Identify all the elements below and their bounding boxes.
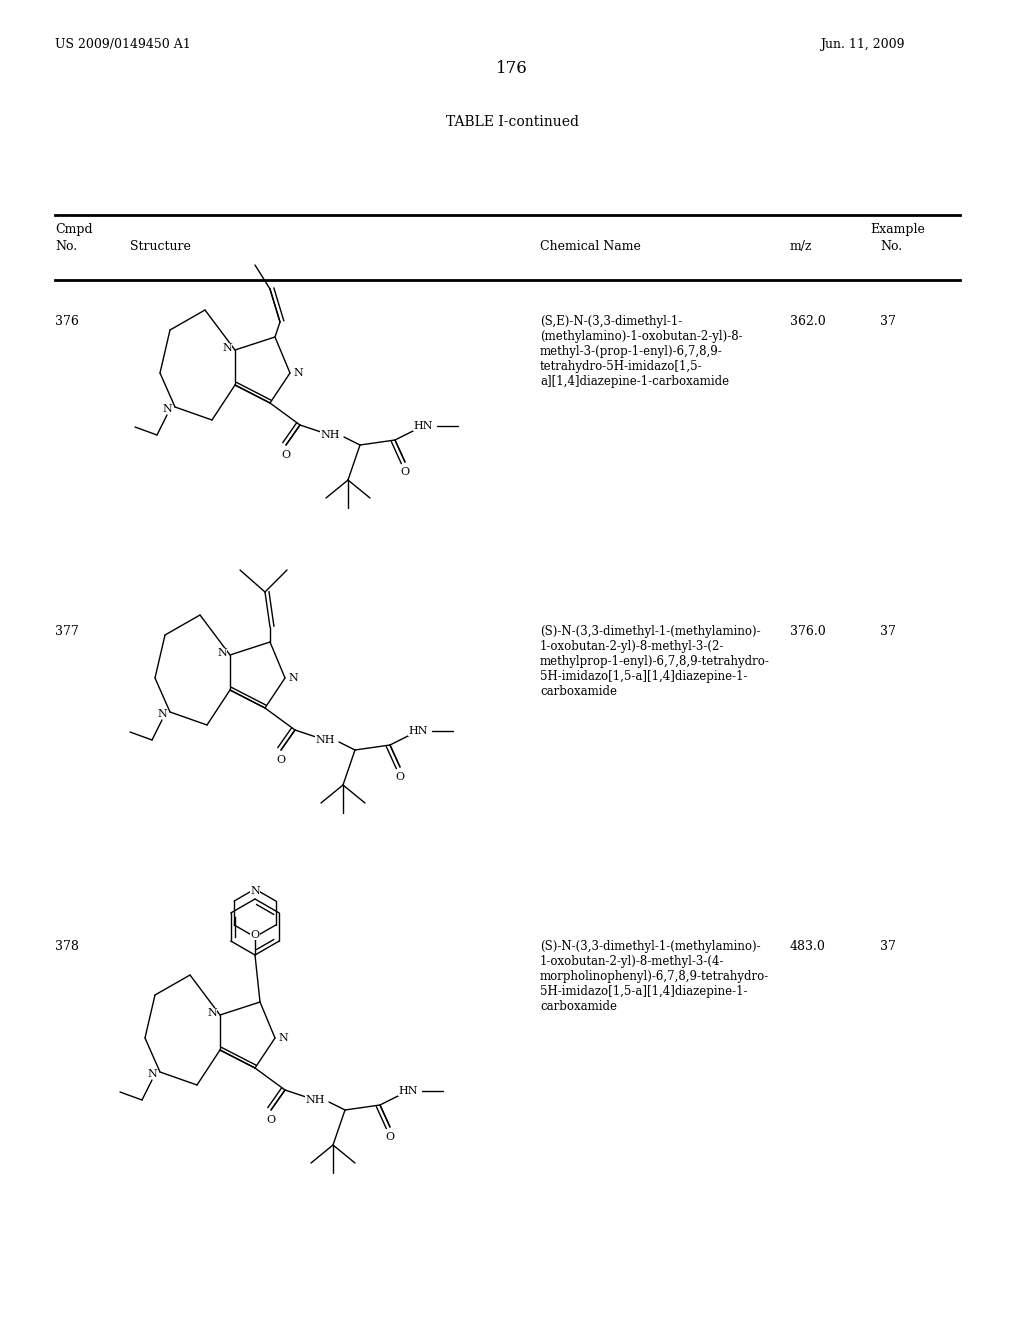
Text: 376.0: 376.0 — [790, 624, 825, 638]
Text: N: N — [157, 709, 167, 719]
Text: N: N — [162, 404, 172, 414]
Text: Chemical Name: Chemical Name — [540, 240, 641, 253]
Text: O: O — [251, 931, 259, 940]
Text: 376: 376 — [55, 315, 79, 327]
Text: N: N — [147, 1069, 157, 1078]
Text: O: O — [395, 772, 404, 781]
Text: Structure: Structure — [130, 240, 190, 253]
Text: (S)-N-(3,3-dimethyl-1-(methylamino)-
1-oxobutan-2-yl)-8-methyl-3-(2-
methylprop-: (S)-N-(3,3-dimethyl-1-(methylamino)- 1-o… — [540, 624, 770, 698]
Text: N: N — [288, 673, 298, 682]
Text: NH: NH — [321, 430, 340, 440]
Text: Jun. 11, 2009: Jun. 11, 2009 — [820, 38, 904, 51]
Text: N: N — [222, 343, 231, 352]
Text: O: O — [266, 1115, 275, 1125]
Text: N: N — [293, 368, 303, 378]
Text: Cmpd: Cmpd — [55, 223, 92, 236]
Text: 377: 377 — [55, 624, 79, 638]
Text: Example: Example — [870, 223, 925, 236]
Text: NH: NH — [305, 1096, 325, 1105]
Text: O: O — [276, 755, 286, 766]
Text: US 2009/0149450 A1: US 2009/0149450 A1 — [55, 38, 190, 51]
Text: (S,E)-N-(3,3-dimethyl-1-
(methylamino)-1-oxobutan-2-yl)-8-
methyl-3-(prop-1-enyl: (S,E)-N-(3,3-dimethyl-1- (methylamino)-1… — [540, 315, 742, 388]
Text: 37: 37 — [880, 315, 896, 327]
Text: 37: 37 — [880, 624, 896, 638]
Text: (S)-N-(3,3-dimethyl-1-(methylamino)-
1-oxobutan-2-yl)-8-methyl-3-(4-
morpholinop: (S)-N-(3,3-dimethyl-1-(methylamino)- 1-o… — [540, 940, 769, 1012]
Text: N: N — [279, 1034, 288, 1043]
Text: TABLE I-continued: TABLE I-continued — [445, 115, 579, 129]
Text: N: N — [217, 648, 227, 657]
Text: No.: No. — [880, 240, 902, 253]
Text: O: O — [400, 467, 410, 477]
Text: N: N — [250, 886, 260, 896]
Text: 483.0: 483.0 — [790, 940, 826, 953]
Text: m/z: m/z — [790, 240, 812, 253]
Text: 378: 378 — [55, 940, 79, 953]
Text: O: O — [282, 450, 291, 459]
Text: 362.0: 362.0 — [790, 315, 825, 327]
Text: HN: HN — [414, 421, 433, 432]
Text: NH: NH — [315, 735, 335, 744]
Text: O: O — [385, 1133, 394, 1142]
Text: N: N — [207, 1008, 217, 1018]
Text: 176: 176 — [496, 59, 528, 77]
Text: 37: 37 — [880, 940, 896, 953]
Text: No.: No. — [55, 240, 77, 253]
Text: HN: HN — [409, 726, 428, 737]
Text: HN: HN — [398, 1086, 418, 1096]
